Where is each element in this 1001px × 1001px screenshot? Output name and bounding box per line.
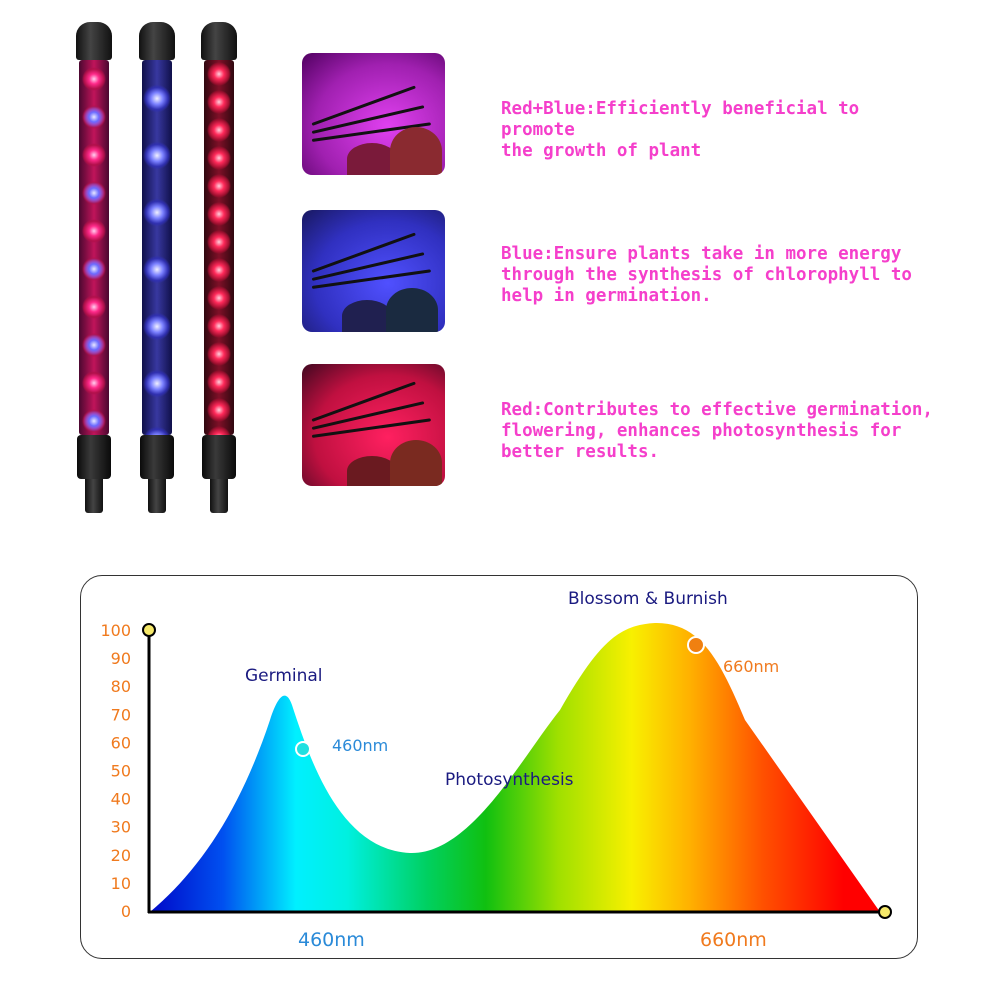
x-label-660nm: 660nm <box>700 929 767 951</box>
x-label-460nm: 460nm <box>298 929 365 951</box>
photo-red-light <box>302 364 445 486</box>
stage-label-germinal: Germinal <box>245 666 323 686</box>
marker-460nm <box>295 741 311 757</box>
stage-label-blossom: Blossom & Burnish <box>568 589 728 609</box>
desc-line: the growth of plant <box>501 141 702 161</box>
led-tube-red-blue <box>79 60 109 435</box>
y-tick-label: 100 <box>100 621 131 640</box>
y-tick-label: 60 <box>111 733 131 752</box>
red-description: Red:Contributes to effective germination… <box>501 400 941 463</box>
spectrum-chart-frame <box>80 575 918 959</box>
lamp-bottom-cap <box>77 435 111 479</box>
lamp-bottom-cap <box>202 435 236 479</box>
lamp-connector <box>210 479 228 513</box>
y-tick-label: 40 <box>111 790 131 809</box>
led-tube-blue <box>142 60 172 435</box>
blue-description: Blue:Ensure plants take in more energy t… <box>501 244 941 307</box>
desc-line: flowering, enhances photosynthesis for <box>501 421 902 441</box>
desc-line: better results. <box>501 442 660 462</box>
marker-660nm <box>687 636 705 654</box>
y-tick-label: 20 <box>111 846 131 865</box>
lamp-bottom-cap <box>140 435 174 479</box>
y-tick-label: 0 <box>121 902 131 921</box>
y-tick-label: 90 <box>111 649 131 668</box>
desc-line: Blue:Ensure plants take in more energy <box>501 244 902 264</box>
lamp-top-cap <box>201 22 237 60</box>
lamp-connector <box>85 479 103 513</box>
y-tick-label: 80 <box>111 677 131 696</box>
led-tube-red <box>204 60 234 435</box>
stage-label-photosynthesis: Photosynthesis <box>445 770 574 790</box>
lamp-connector <box>148 479 166 513</box>
y-tick-label: 50 <box>111 762 131 781</box>
x-axis-end-dot <box>878 905 892 919</box>
spectrum-curve <box>150 622 880 912</box>
lamp-top-cap <box>139 22 175 60</box>
desc-line: Red+Blue:Efficiently beneficial to promo… <box>501 99 860 140</box>
desc-line: help in germination. <box>501 286 712 306</box>
desc-line: through the synthesis of chlorophyll to <box>501 265 912 285</box>
lamp-top-cap <box>76 22 112 60</box>
red-blue-description: Red+Blue:Efficiently beneficial to promo… <box>501 99 941 162</box>
y-tick-label: 10 <box>111 874 131 893</box>
photo-blue-light <box>302 210 445 332</box>
y-tick-label: 30 <box>111 818 131 837</box>
y-tick-label: 70 <box>111 705 131 724</box>
marker-label-660nm: 660nm <box>723 657 779 676</box>
desc-line: Red:Contributes to effective germination… <box>501 400 933 420</box>
marker-label-460nm: 460nm <box>332 736 388 755</box>
y-axis-end-dot <box>142 623 156 637</box>
photo-red-blue-light <box>302 53 445 175</box>
